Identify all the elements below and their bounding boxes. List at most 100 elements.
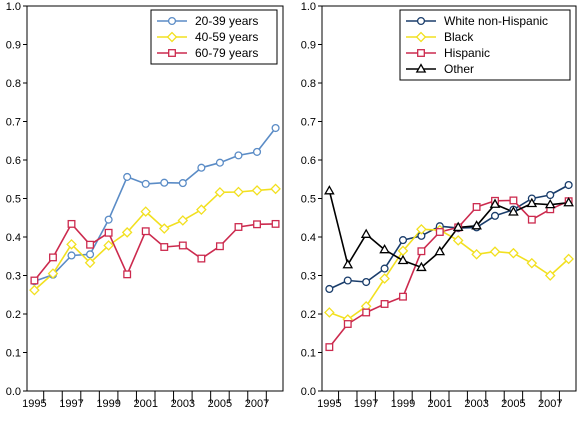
data-point — [360, 228, 372, 238]
data-point — [197, 163, 206, 172]
data-point — [271, 123, 280, 133]
data-point — [234, 223, 243, 231]
data-point — [47, 268, 59, 279]
x-tick-label: 2003 — [171, 398, 195, 410]
y-tick-label: 0.5 — [301, 194, 316, 206]
legend-label: 40-59 years — [195, 30, 258, 44]
data-point — [86, 250, 95, 259]
x-tick-label: 2001 — [428, 398, 452, 410]
data-point — [67, 251, 76, 260]
y-tick-label: 0.0 — [301, 386, 316, 398]
data-point — [123, 270, 132, 279]
data-point — [104, 215, 113, 224]
legend-label: White non-Hispanic — [444, 14, 548, 28]
data-point — [417, 247, 426, 256]
data-point — [379, 273, 390, 284]
data-point — [472, 203, 481, 211]
y-tick-label: 0.2 — [6, 309, 21, 321]
chart-panel-1: 0.0 0.1 0.2 0.3 0.4 0.5 0.6 0.7 0.8 0.9 1.0 1995 199… — [6, 1, 284, 410]
x-tick-label: 1999 — [391, 398, 415, 410]
data-point — [234, 151, 243, 160]
x-tick-label: 2007 — [245, 398, 269, 410]
data-point — [342, 259, 354, 269]
data-point — [233, 186, 244, 198]
data-point — [508, 247, 519, 259]
data-point — [141, 227, 150, 236]
data-point — [215, 242, 224, 251]
data-point — [343, 276, 352, 285]
data-point — [196, 204, 207, 215]
data-point — [158, 223, 170, 234]
data-point — [140, 206, 152, 217]
data-point — [178, 241, 187, 250]
data-point — [362, 308, 371, 317]
data-point — [270, 183, 281, 195]
data-point — [215, 158, 224, 167]
data-point — [49, 253, 57, 262]
data-point — [104, 228, 113, 237]
legend-swatch-marker — [415, 63, 427, 73]
y-tick-label: 0.9 — [6, 40, 21, 52]
data-point — [86, 240, 95, 249]
data-point — [121, 227, 133, 238]
data-point — [362, 277, 371, 287]
y-tick-label: 0.3 — [301, 271, 316, 283]
data-point — [380, 264, 389, 273]
x-tick-label: 2007 — [538, 398, 562, 410]
data-point — [416, 261, 427, 272]
legend-label: Hispanic — [444, 46, 490, 60]
legend: White non-Hispanic Black Hispanic Other — [399, 9, 571, 81]
data-point — [252, 147, 262, 156]
data-point — [544, 198, 556, 209]
data-point — [544, 270, 556, 281]
data-point — [399, 292, 407, 301]
y-tick-label: 0.0 — [6, 386, 21, 398]
data-point — [253, 220, 261, 229]
chart-panel-2: 0.0 0.1 0.2 0.3 0.4 0.5 0.6 0.7 0.8 0.9 1.0 1995 199… — [301, 1, 577, 410]
legend-swatch-marker — [417, 49, 425, 57]
data-point — [160, 178, 169, 187]
legend: 20-39 years 40-59 years 60-79 years — [150, 9, 278, 65]
data-point — [416, 223, 427, 235]
data-point — [434, 245, 446, 256]
legend-label: Black — [444, 30, 474, 44]
data-point — [123, 172, 132, 181]
data-point — [84, 257, 96, 269]
data-point — [471, 249, 482, 260]
y-tick-label: 0.4 — [6, 232, 21, 244]
y-tick-label: 1.0 — [301, 1, 316, 13]
data-point — [508, 206, 519, 216]
y-tick-label: 0.3 — [6, 271, 21, 283]
data-point — [197, 254, 206, 263]
data-point — [325, 284, 334, 294]
legend-swatch-marker — [415, 31, 427, 43]
legend-label: 60-79 years — [195, 46, 258, 60]
x-tick-label: 1995 — [317, 398, 341, 410]
data-point — [527, 215, 536, 224]
data-point — [324, 307, 335, 318]
y-tick-label: 0.7 — [6, 117, 21, 129]
data-point — [214, 187, 226, 198]
data-point — [325, 343, 334, 352]
data-point — [546, 190, 555, 200]
y-tick-label: 0.9 — [301, 40, 316, 52]
x-tick-label: 1997 — [354, 398, 378, 410]
data-point — [509, 196, 518, 205]
x-tick-label: 2005 — [501, 398, 525, 410]
y-tick-label: 0.6 — [6, 155, 21, 167]
data-point — [435, 228, 444, 236]
y-tick-label: 0.1 — [301, 348, 316, 360]
y-tick-label: 1.0 — [6, 1, 21, 13]
data-point — [324, 185, 335, 195]
data-point — [251, 185, 263, 196]
data-point — [564, 180, 573, 190]
data-point — [343, 320, 352, 328]
data-point — [103, 240, 114, 251]
data-point — [160, 243, 169, 251]
data-point — [67, 219, 76, 228]
data-point — [526, 197, 538, 208]
data-point — [490, 211, 500, 220]
data-point — [471, 220, 482, 230]
data-point — [66, 238, 77, 250]
